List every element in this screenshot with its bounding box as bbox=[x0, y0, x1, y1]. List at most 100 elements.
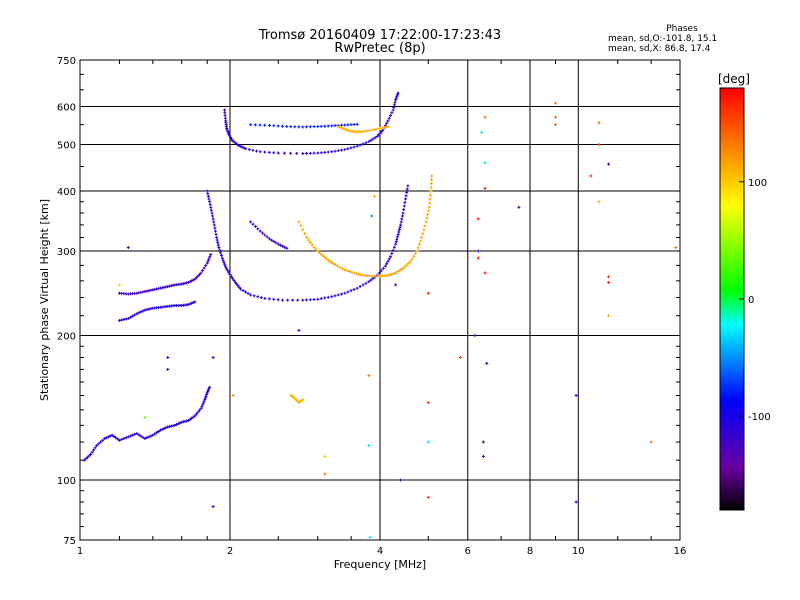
trace-point bbox=[396, 91, 400, 95]
trace-point bbox=[340, 123, 344, 127]
trace-point bbox=[316, 125, 320, 129]
trace-point bbox=[402, 208, 406, 212]
trace-point bbox=[326, 258, 330, 262]
trace-point bbox=[263, 233, 267, 237]
scatter-point bbox=[607, 162, 611, 166]
trace-point bbox=[389, 113, 393, 117]
trace-point bbox=[219, 251, 223, 255]
trace-point bbox=[131, 314, 135, 318]
trace-point bbox=[217, 246, 221, 250]
trace-point bbox=[340, 292, 344, 296]
trace-point bbox=[301, 398, 305, 402]
trace-point bbox=[158, 428, 162, 432]
trace-point bbox=[236, 284, 240, 288]
trace-point bbox=[301, 125, 305, 129]
scatter-point bbox=[473, 334, 477, 338]
trace-point bbox=[399, 220, 403, 224]
trace-point bbox=[251, 148, 255, 152]
trace-point bbox=[272, 240, 276, 244]
y-tick-label: 400 bbox=[57, 187, 76, 198]
trace-point bbox=[349, 146, 353, 150]
trace-point bbox=[367, 140, 371, 144]
trace-point bbox=[340, 126, 344, 130]
trace-point bbox=[230, 138, 234, 142]
trace-point bbox=[249, 123, 253, 127]
trace-point bbox=[319, 297, 323, 301]
trace-point bbox=[429, 185, 433, 189]
trace-point bbox=[213, 229, 217, 233]
trace-point bbox=[316, 297, 320, 301]
scatter-point bbox=[674, 246, 678, 250]
trace-point bbox=[145, 436, 149, 440]
trace-point bbox=[404, 194, 408, 198]
trace-point bbox=[231, 276, 235, 280]
trace-point bbox=[227, 132, 231, 136]
trace-point bbox=[235, 142, 239, 146]
trace-point bbox=[308, 298, 312, 302]
trace-point bbox=[196, 410, 200, 414]
trace-point bbox=[244, 290, 248, 294]
trace-point bbox=[219, 253, 223, 257]
trace-point bbox=[417, 242, 421, 246]
trace-point bbox=[328, 259, 332, 263]
trace-point bbox=[124, 436, 128, 440]
x-tick-label: 1 bbox=[77, 546, 83, 557]
trace-point bbox=[426, 209, 430, 213]
trace-point bbox=[205, 392, 209, 396]
scatter-point bbox=[553, 101, 557, 105]
trace-point bbox=[267, 237, 271, 241]
trace-point bbox=[296, 298, 300, 302]
trace-point bbox=[323, 150, 327, 154]
trace-point bbox=[90, 450, 94, 454]
trace-point bbox=[193, 300, 197, 304]
scatter-point bbox=[553, 123, 557, 127]
trace-point bbox=[208, 385, 212, 389]
scatter-point bbox=[426, 291, 430, 295]
trace-point bbox=[396, 232, 400, 236]
trace-point bbox=[400, 214, 404, 218]
scatter-point bbox=[476, 249, 480, 253]
trace-point bbox=[117, 438, 121, 442]
scatter-point bbox=[607, 314, 611, 318]
trace-point bbox=[202, 266, 206, 270]
trace-point bbox=[263, 150, 267, 154]
trace-point bbox=[259, 296, 263, 300]
trace-point bbox=[410, 257, 414, 261]
trace-point bbox=[326, 124, 330, 128]
trace-point bbox=[190, 301, 194, 305]
trace-point bbox=[401, 266, 405, 270]
trace-point bbox=[131, 433, 135, 437]
trace-point bbox=[336, 149, 340, 153]
trace-point bbox=[403, 197, 407, 201]
phase-stats-o: mean, sd,O:-101.8, 15.1 bbox=[608, 34, 718, 44]
trace-point bbox=[203, 398, 207, 402]
trace-point bbox=[209, 208, 213, 212]
trace-point bbox=[191, 415, 195, 419]
x-tick-label: 6 bbox=[465, 546, 471, 557]
trace-point bbox=[428, 193, 432, 197]
trace-point bbox=[326, 295, 330, 299]
trace-point bbox=[173, 423, 177, 427]
scatter-point bbox=[231, 394, 235, 398]
trace-point bbox=[198, 273, 202, 277]
trace-point bbox=[206, 192, 210, 196]
trace-point bbox=[333, 294, 337, 298]
trace-point bbox=[310, 243, 314, 247]
scatter-point bbox=[166, 367, 170, 371]
trace-point bbox=[352, 122, 356, 126]
trace-point bbox=[358, 285, 362, 289]
trace-point bbox=[355, 122, 359, 126]
trace-point bbox=[305, 151, 309, 155]
trace-point bbox=[175, 423, 179, 427]
trace-point bbox=[133, 313, 137, 317]
trace-point bbox=[258, 229, 262, 233]
trace-point bbox=[199, 271, 203, 275]
trace-point bbox=[406, 184, 410, 188]
trace-point bbox=[232, 278, 236, 282]
scatter-point bbox=[323, 472, 327, 476]
trace-point bbox=[235, 282, 239, 286]
trace-point bbox=[191, 301, 195, 305]
trace-point bbox=[276, 124, 280, 128]
trace-point bbox=[405, 187, 409, 191]
trace-point bbox=[406, 261, 410, 265]
